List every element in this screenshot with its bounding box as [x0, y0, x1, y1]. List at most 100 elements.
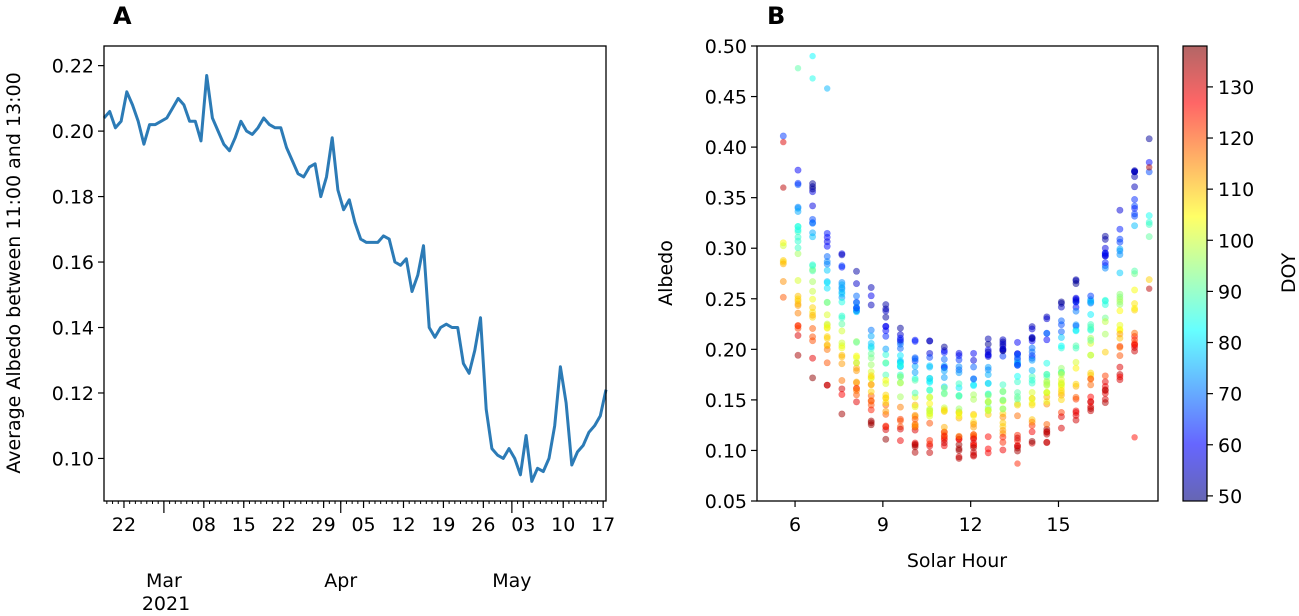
scatter-point: [838, 262, 846, 270]
scatter-point: [940, 439, 948, 447]
scatter-point: [867, 361, 875, 369]
scatter-point: [1072, 280, 1080, 288]
panel-a-line-chart: 0.10 0.12 0.14 0.16 0.18 0.20 0.22 22 08 15 22 29 0…: [3, 45, 615, 615]
scatter-point: [1116, 251, 1124, 259]
scatter-point: [794, 321, 802, 329]
scatter-point: [926, 363, 934, 371]
scatter-point: [999, 381, 1007, 389]
scatter-point: [838, 327, 846, 335]
scatter-point: [926, 337, 934, 345]
scatter-point: [1028, 344, 1036, 352]
scatter-point: [1087, 393, 1095, 401]
scatter-point: [867, 397, 875, 405]
scatter-point: [867, 326, 875, 334]
scatter-point: [1057, 328, 1065, 336]
panel-b-y-tick-label: 0.35: [705, 188, 747, 210]
scatter-point: [809, 333, 817, 341]
scatter-point: [1131, 212, 1139, 220]
scatter-point: [824, 85, 831, 92]
scatter-point: [794, 295, 802, 303]
scatter-point: [984, 433, 992, 441]
scatter-point: [1131, 434, 1138, 441]
scatter-point: [867, 350, 875, 358]
panel-a-x-tick-label: 17: [591, 514, 615, 536]
scatter-point: [999, 387, 1007, 395]
scatter-point: [867, 283, 875, 291]
scatter-point: [867, 332, 875, 340]
scatter-point: [1101, 386, 1109, 394]
scatter-point: [1087, 404, 1095, 412]
scatter-point: [1131, 196, 1139, 204]
scatter-point: [852, 292, 860, 300]
scatter-point: [794, 276, 802, 284]
scatter-point: [955, 432, 963, 440]
panel-a-x-tick-label: 26: [471, 514, 495, 536]
scatter-point: [955, 392, 963, 400]
scatter-point: [1014, 460, 1021, 467]
scatter-point: [852, 352, 860, 360]
scatter-point: [838, 251, 846, 259]
scatter-point: [1087, 375, 1095, 383]
scatter-point: [926, 436, 934, 444]
panel-b-y-tick-label: 0.45: [705, 87, 747, 109]
scatter-point: [823, 266, 831, 274]
panel-a-x-tick-label: 15: [232, 514, 256, 536]
scatter-point: [999, 433, 1007, 441]
panel-b-y-tick-label: 0.50: [705, 36, 747, 58]
panel-a-y-tick-label: 0.20: [52, 121, 94, 143]
scatter-point: [999, 340, 1007, 348]
scatter-point: [911, 423, 919, 431]
scatter-point: [1072, 393, 1080, 401]
scatter-point: [809, 75, 816, 82]
scatter-point: [970, 451, 978, 459]
scatter-point: [1146, 164, 1153, 171]
scatter-point: [940, 373, 948, 381]
scatter-point: [1131, 204, 1139, 212]
colorbar-tick-label: 50: [1218, 486, 1242, 508]
doy-colorbar: [1183, 46, 1207, 501]
scatter-point: [984, 398, 992, 406]
scatter-point: [1116, 206, 1124, 214]
colorbar-ticks: 50 60 70 80 90 100 110 120 130: [1207, 77, 1254, 508]
panel-a-x-tick-label: 12: [391, 514, 415, 536]
scatter-point: [838, 410, 846, 418]
panel-b-x-tick-label: 15: [1046, 514, 1070, 536]
scatter-point: [794, 351, 802, 359]
panel-a-y-tick-label: 0.10: [52, 448, 94, 470]
scatter-point: [984, 392, 992, 400]
scatter-point: [809, 311, 817, 319]
scatter-point: [955, 380, 963, 388]
scatter-point: [1131, 222, 1139, 230]
scatter-point: [955, 454, 963, 462]
panel-b-y-ticks: 0.05 0.10 0.15 0.20 0.25 0.30 0.35 0.40 0.45 0.50: [705, 36, 757, 513]
scatter-point: [867, 381, 875, 389]
scatter-point: [1116, 307, 1124, 315]
scatter-point: [794, 331, 802, 339]
scatter-point: [794, 166, 802, 174]
scatter-point: [970, 444, 978, 452]
scatter-point: [809, 233, 817, 241]
scatter-point: [1057, 396, 1065, 404]
scatter-point: [999, 446, 1007, 454]
scatter-point: [1057, 424, 1065, 432]
scatter-point: [882, 313, 890, 321]
panel-b-x-tick-label: 9: [877, 514, 889, 536]
scatter-point: [809, 202, 817, 210]
scatter-point: [911, 354, 919, 362]
scatter-point: [867, 292, 875, 300]
scatter-point: [809, 324, 817, 332]
panel-b-y-tick-label: 0.05: [705, 491, 747, 513]
scatter-point: [779, 260, 787, 268]
scatter-point: [1043, 420, 1051, 428]
scatter-point: [809, 219, 817, 227]
scatter-point: [780, 138, 787, 146]
scatter-point: [794, 179, 802, 187]
scatter-point: [823, 229, 831, 237]
scatter-point: [1145, 233, 1153, 241]
scatter-point: [882, 301, 890, 309]
scatter-point: [794, 237, 802, 245]
scatter-point: [852, 387, 860, 395]
scatter-point: [867, 406, 875, 414]
scatter-point: [1013, 351, 1021, 359]
scatter-point: [1043, 388, 1051, 396]
